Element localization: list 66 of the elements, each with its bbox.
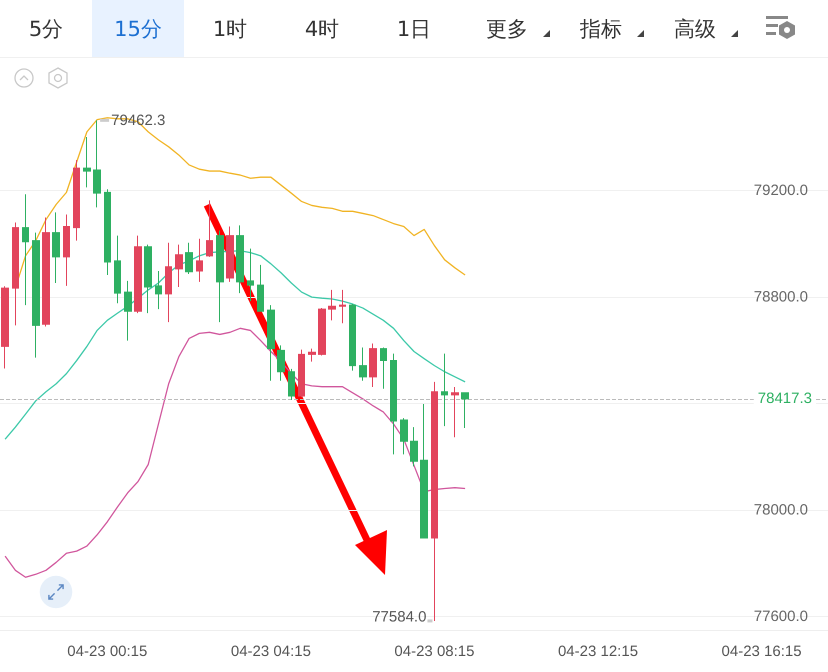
- candlestick: [83, 136, 91, 188]
- candlestick: [22, 194, 29, 306]
- candlestick: [165, 242, 172, 323]
- candlestick: [369, 343, 377, 388]
- candlestick: [318, 308, 326, 356]
- candlestick: [236, 224, 244, 294]
- line-series: [4, 328, 466, 578]
- candlestick: [134, 235, 142, 314]
- candlestick: [410, 426, 418, 467]
- candlestick: [104, 188, 111, 276]
- candlestick: [175, 244, 183, 288]
- y-tick-label: 77600.0: [754, 608, 808, 626]
- y-tick-label: 79200.0: [754, 182, 808, 199]
- candlestick: [380, 347, 387, 390]
- candlestick: [288, 368, 295, 400]
- candlestick: [206, 200, 213, 258]
- candlestick: [277, 344, 285, 382]
- candlestick: [73, 160, 80, 242]
- candlestick: [226, 226, 234, 282]
- candlestick: [359, 347, 367, 382]
- y-tick-label: 78000.0: [754, 502, 808, 519]
- candlestick: [339, 289, 346, 324]
- candlestick: [247, 248, 254, 302]
- candlestick: [63, 214, 70, 286]
- candlestick: [93, 120, 101, 208]
- candlestick: [32, 232, 40, 358]
- candlestick: [461, 392, 469, 428]
- candlestick: [52, 212, 60, 284]
- candlestick: [451, 386, 459, 438]
- x-tick-label: 04-23 08:15: [394, 643, 474, 660]
- ref-line-label: 78417.3: [758, 390, 812, 407]
- x-tick-label: 04-23 12:15: [558, 643, 638, 660]
- candlestick: [42, 216, 50, 327]
- candlestick: [441, 353, 448, 427]
- x-tick-label: 04-23 00:15: [67, 643, 148, 660]
- line-series: [4, 250, 466, 440]
- text: 指标: [580, 16, 622, 42]
- candlestick: [400, 418, 408, 455]
- candlestick: [144, 244, 152, 314]
- text: 更多: [486, 16, 528, 42]
- candlestick: [267, 304, 275, 382]
- candlestick: [257, 264, 264, 312]
- candlestick: [155, 270, 162, 310]
- x-tick-label: 04-23 04:15: [230, 643, 311, 660]
- candlestick: [12, 222, 19, 326]
- text: 1日: [396, 16, 432, 42]
- candlestick: [196, 238, 203, 282]
- candlestick: [124, 280, 132, 342]
- candlestick: [390, 353, 397, 455]
- y-tick-label: 78800.0: [754, 288, 808, 306]
- candlestick: [114, 235, 121, 304]
- x-tick-label: 04-23 16:15: [722, 643, 802, 660]
- candlestick: [1, 286, 9, 370]
- candlestick: [420, 404, 428, 539]
- text: 5分: [28, 16, 64, 42]
- candlestick: [216, 230, 224, 323]
- annotation: 77584.0: [372, 608, 426, 626]
- candlestick: [349, 304, 356, 372]
- candlestick: [185, 242, 193, 274]
- text: 高级: [674, 16, 716, 42]
- candlestick: [308, 348, 316, 362]
- candlestick: [328, 289, 336, 321]
- text: 15分: [114, 16, 162, 42]
- text: 4时: [304, 16, 340, 42]
- candlestick: [298, 349, 305, 398]
- text: 1时: [212, 16, 248, 42]
